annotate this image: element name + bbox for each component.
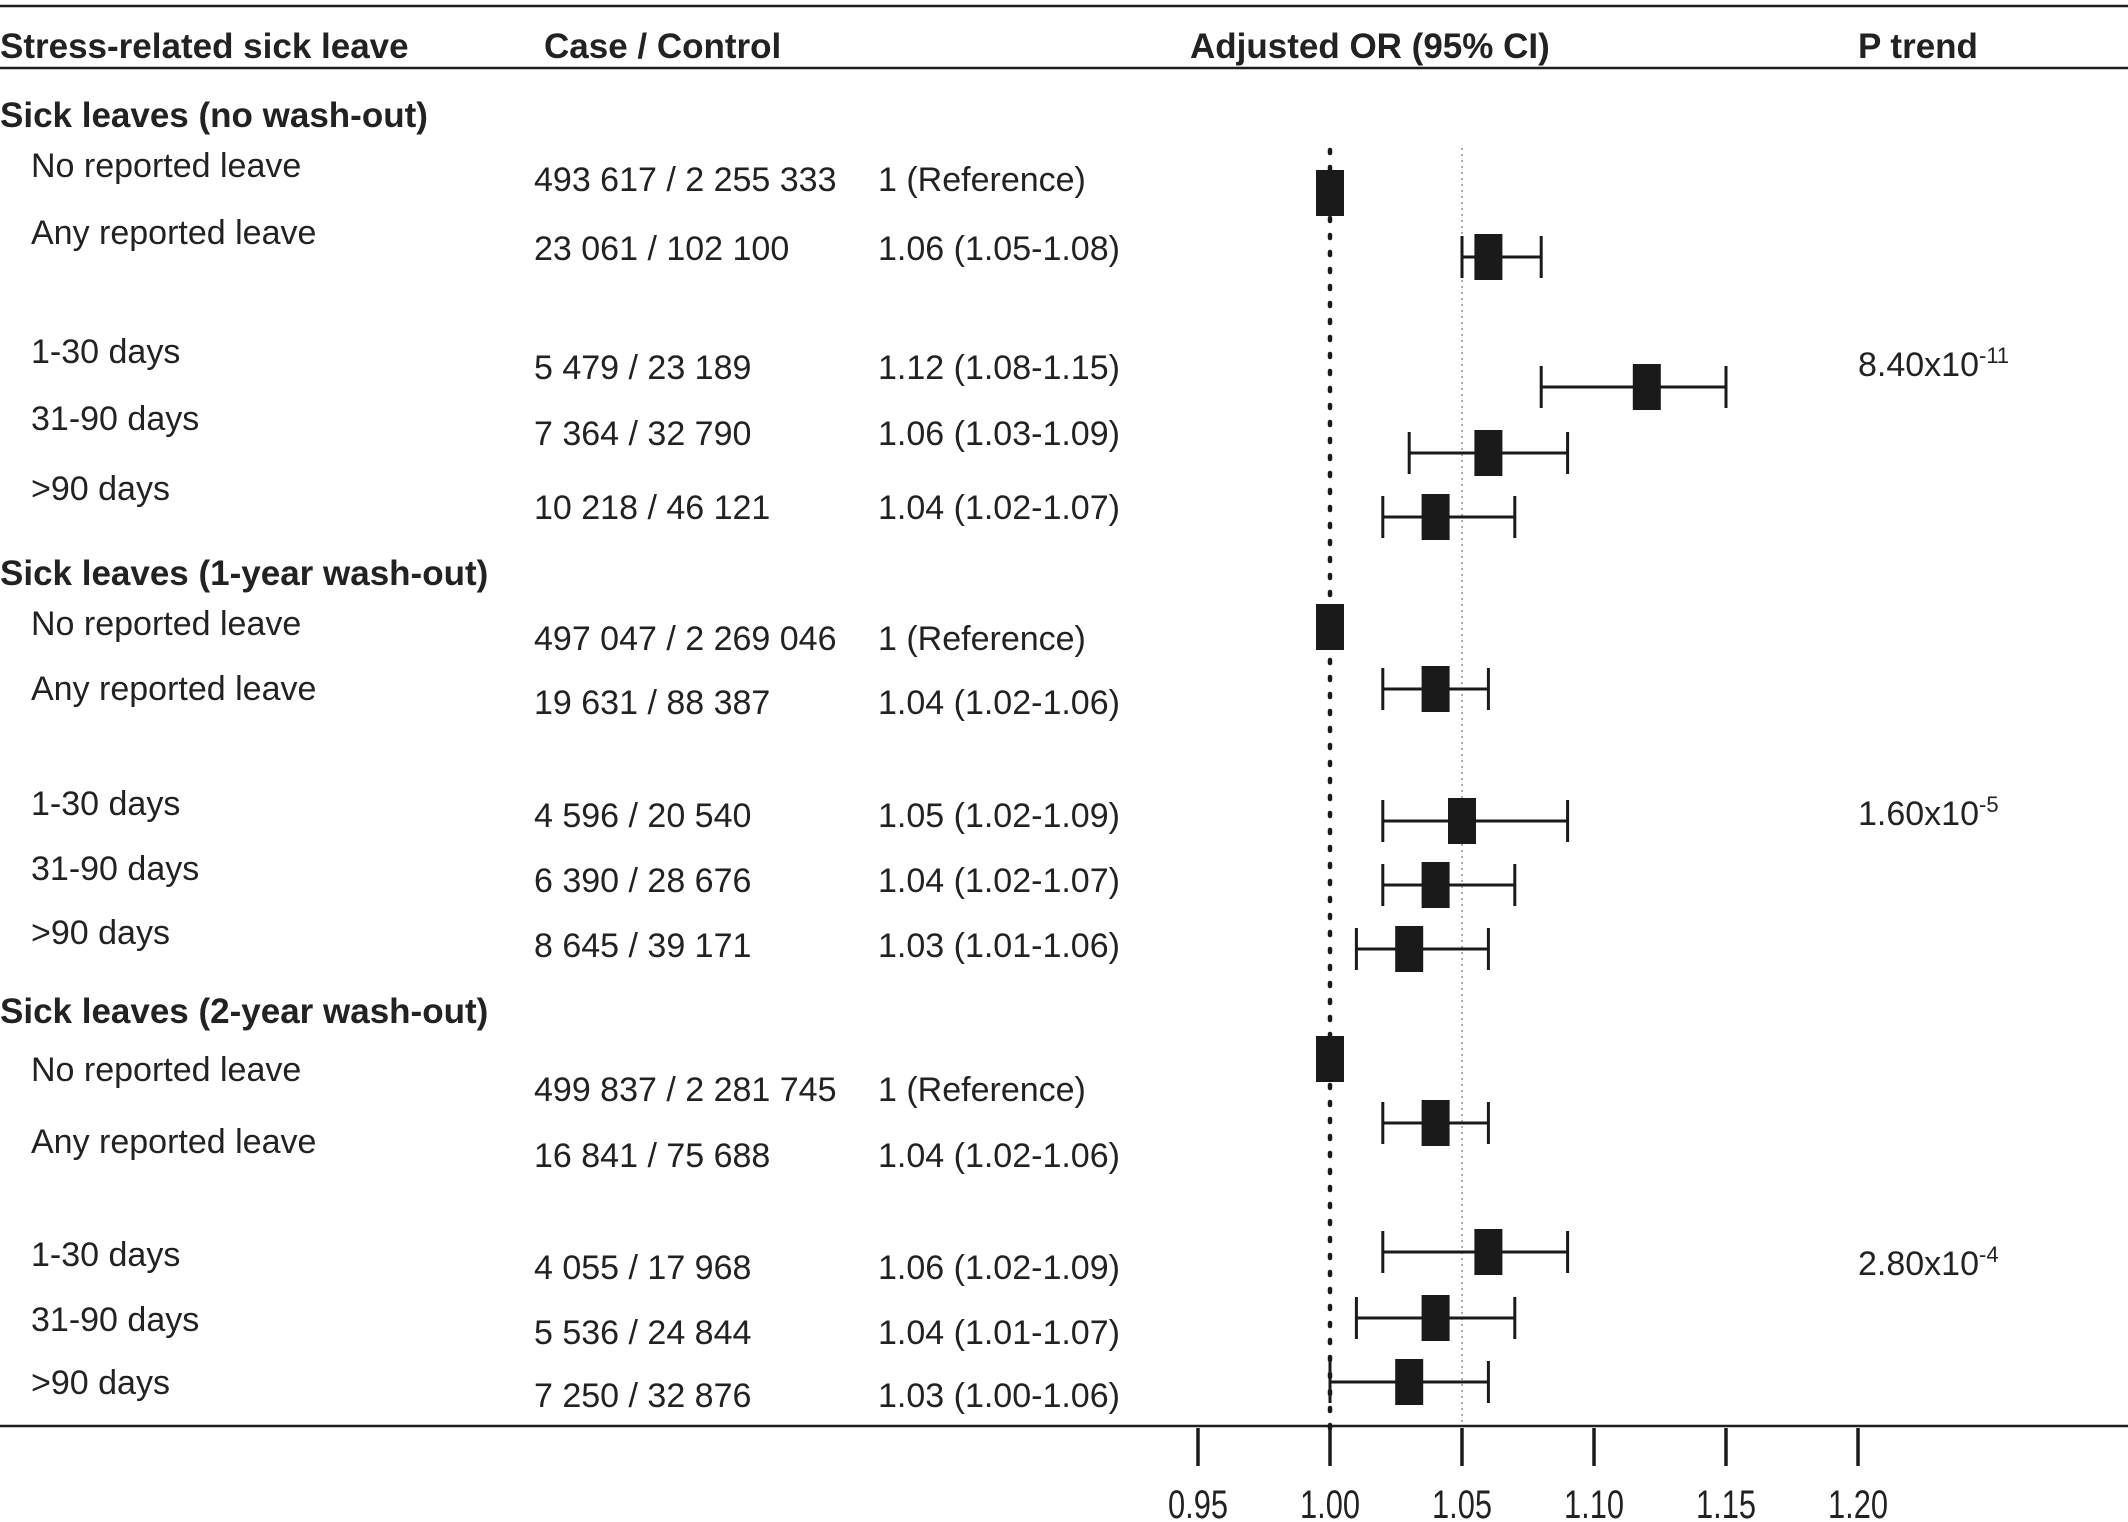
row-odds-ratio: 1.04 (1.02-1.07): [878, 489, 1120, 527]
row-label: 31-90 days: [31, 400, 199, 438]
row-case-control: 8 645 / 39 171: [534, 927, 751, 965]
header-or: Adjusted OR (95% CI): [1190, 27, 1550, 66]
or-point-box: [1316, 604, 1344, 650]
row-case-control: 7 250 / 32 876: [534, 1377, 751, 1415]
axis-tick-label: 0.95: [1168, 1483, 1228, 1522]
row-odds-ratio: 1.04 (1.02-1.06): [878, 1137, 1120, 1175]
row-case-control: 5 479 / 23 189: [534, 349, 751, 387]
row-label: 1-30 days: [31, 333, 180, 371]
or-point-box: [1421, 1100, 1450, 1146]
row-odds-ratio: 1.04 (1.02-1.06): [878, 684, 1120, 722]
row-odds-ratio: 1.04 (1.01-1.07): [878, 1314, 1120, 1352]
or-point-box: [1316, 1036, 1344, 1082]
p-trend-value: 2.80x10-4: [1858, 1242, 1999, 1283]
row-case-control: 7 364 / 32 790: [534, 415, 751, 453]
row-odds-ratio: 1 (Reference): [878, 161, 1086, 199]
row-case-control: 23 061 / 102 100: [534, 230, 789, 268]
row-label: 31-90 days: [31, 850, 199, 888]
or-point-box: [1421, 1295, 1450, 1341]
row-label: >90 days: [31, 914, 170, 952]
row-odds-ratio: 1.03 (1.00-1.06): [878, 1377, 1120, 1415]
row-odds-ratio: 1.04 (1.02-1.07): [878, 862, 1120, 900]
row-odds-ratio: 1 (Reference): [878, 620, 1086, 658]
row-label: >90 days: [31, 470, 170, 508]
or-point-box: [1448, 798, 1476, 844]
row-case-control: 4 055 / 17 968: [534, 1249, 751, 1287]
row-label: Any reported leave: [31, 214, 316, 252]
or-point-box: [1316, 170, 1344, 216]
or-point-box: [1421, 494, 1450, 540]
row-odds-ratio: 1.05 (1.02-1.09): [878, 797, 1120, 835]
or-point-box: [1474, 1229, 1503, 1275]
row-label: No reported leave: [31, 605, 301, 643]
p-trend-value: 1.60x10-5: [1858, 792, 1999, 833]
row-label: 1-30 days: [31, 785, 180, 823]
row-case-control: 497 047 / 2 269 046: [534, 620, 837, 658]
section-title: Sick leaves (no wash-out): [0, 96, 428, 135]
row-label: No reported leave: [31, 147, 301, 185]
row-case-control: 19 631 / 88 387: [534, 684, 770, 722]
row-case-control: 6 390 / 28 676: [534, 862, 751, 900]
axis-tick-label: 1.20: [1828, 1483, 1888, 1522]
row-case-control: 4 596 / 20 540: [534, 797, 751, 835]
axis-tick-label: 1.05: [1432, 1483, 1492, 1522]
or-point-box: [1474, 430, 1503, 476]
or-point-box: [1474, 234, 1503, 280]
row-odds-ratio: 1.12 (1.08-1.15): [878, 349, 1120, 387]
header-label: Stress-related sick leave: [0, 27, 409, 66]
row-label: >90 days: [31, 1364, 170, 1402]
row-case-control: 499 837 / 2 281 745: [534, 1071, 837, 1109]
p-trend-value: 8.40x10-11: [1858, 343, 2009, 384]
axis-tick-label: 1.00: [1300, 1483, 1360, 1522]
axis-tick-label: 1.15: [1696, 1483, 1756, 1522]
or-point-box: [1395, 1359, 1424, 1405]
row-case-control: 16 841 / 75 688: [534, 1137, 770, 1175]
section-title: Sick leaves (2-year wash-out): [0, 992, 488, 1031]
row-label: 31-90 days: [31, 1301, 199, 1339]
header-counts: Case / Control: [544, 27, 781, 66]
row-odds-ratio: 1.03 (1.01-1.06): [878, 927, 1120, 965]
row-label: Any reported leave: [31, 670, 316, 708]
row-case-control: 5 536 / 24 844: [534, 1314, 751, 1352]
or-point-box: [1421, 666, 1450, 712]
section-title: Sick leaves (1-year wash-out): [0, 554, 488, 593]
row-label: Any reported leave: [31, 1123, 316, 1161]
row-label: 1-30 days: [31, 1236, 180, 1274]
or-point-box: [1632, 364, 1661, 410]
or-point-box: [1395, 926, 1424, 972]
header-ptrend: P trend: [1858, 27, 1978, 66]
row-odds-ratio: 1 (Reference): [878, 1071, 1086, 1109]
row-label: No reported leave: [31, 1051, 301, 1089]
row-case-control: 493 617 / 2 255 333: [534, 161, 837, 199]
axis-tick-label: 1.10: [1564, 1483, 1624, 1522]
row-odds-ratio: 1.06 (1.02-1.09): [878, 1249, 1120, 1287]
row-case-control: 10 218 / 46 121: [534, 489, 770, 527]
or-point-box: [1421, 862, 1450, 908]
row-odds-ratio: 1.06 (1.05-1.08): [878, 230, 1120, 268]
row-odds-ratio: 1.06 (1.03-1.09): [878, 415, 1120, 453]
